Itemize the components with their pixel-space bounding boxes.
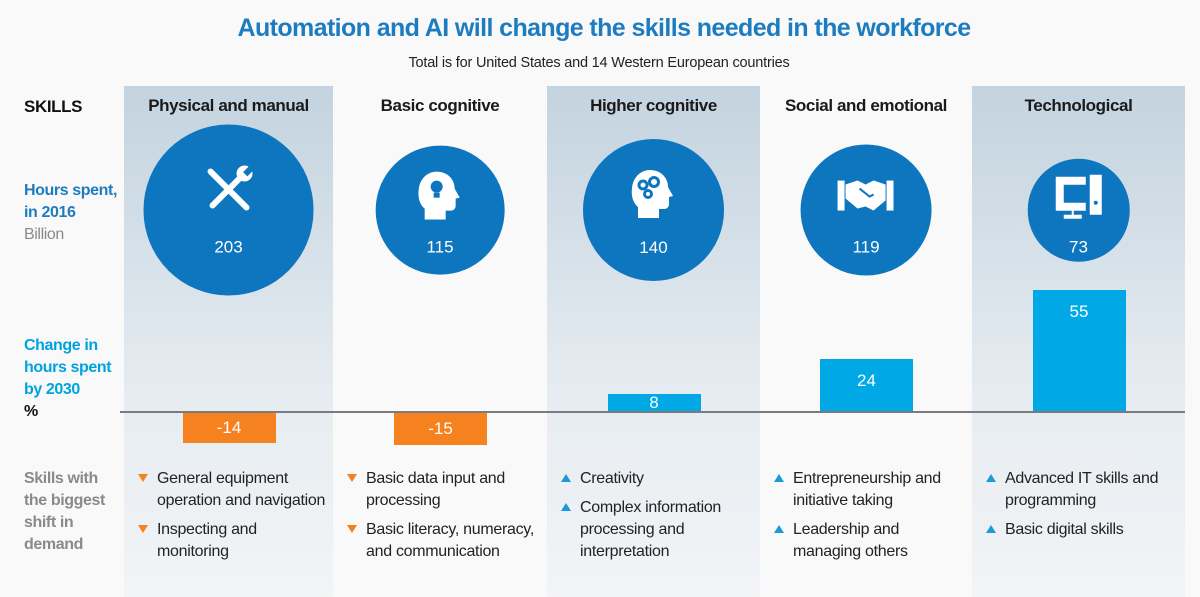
- skill-shift-item: Basic data input and processing: [346, 468, 542, 512]
- skill-shift-item: Complex information processing and inter…: [560, 497, 755, 563]
- change-label-line: by 2030: [24, 381, 80, 398]
- hours-unit: Billion: [24, 226, 64, 243]
- skill-column: Higher cognitive 140 8 Creativity Complex…: [547, 86, 760, 597]
- shift-label-line: demand: [24, 536, 83, 553]
- skill-shift-item: Inspecting and monitoring: [137, 519, 328, 563]
- hours-label-line: in 2016: [24, 204, 76, 221]
- change-bar: 24: [820, 358, 913, 412]
- zero-baseline: [120, 411, 1185, 413]
- skill-shift-item: Creativity: [560, 468, 755, 490]
- triangle-down-icon: [347, 474, 357, 482]
- skill-shift-item: General equipment operation and navigati…: [137, 468, 328, 512]
- triangle-up-icon: [774, 474, 784, 482]
- change-value: 24: [857, 370, 876, 390]
- shift-label-line: shift in: [24, 514, 74, 531]
- skill-shift-item: Advanced IT skills and programming: [985, 468, 1180, 512]
- change-value: 55: [1069, 301, 1089, 321]
- hours-value: 119: [852, 237, 880, 257]
- skill-shift-text: Leadership and managing others: [793, 521, 908, 560]
- skill-shift-text: General equipment operation and navigati…: [157, 470, 326, 509]
- hours-bubble: 119: [800, 144, 932, 276]
- triangle-down-icon: [347, 525, 357, 533]
- change-value: 8: [649, 393, 659, 413]
- change-label-line: Change in: [24, 337, 98, 354]
- triangle-up-icon: [561, 474, 571, 482]
- skill-shift-list: General equipment operation and navigati…: [137, 468, 328, 570]
- change-label: Change in hours spent by 2030 %: [24, 335, 112, 423]
- skill-shift-list: Creativity Complex information processing…: [560, 468, 755, 570]
- change-label-line: hours spent: [24, 359, 112, 376]
- change-unit: %: [24, 403, 38, 420]
- skill-column: Social and emotional 119 24 Entrepreneur…: [760, 86, 972, 597]
- hours-value: 203: [214, 238, 243, 257]
- skill-column: Physical and manual 203 -14 General equi…: [124, 86, 333, 597]
- chart-title: Automation and AI will change the skills…: [237, 14, 971, 42]
- skill-shift-item: Basic digital skills: [985, 519, 1180, 541]
- change-bar: 8: [607, 393, 701, 413]
- skill-shift-text: Complex information processing and inter…: [580, 499, 722, 560]
- hours-value: 115: [426, 237, 454, 257]
- column-header: Basic cognitive: [380, 96, 500, 115]
- shift-label-line: Skills with: [24, 470, 98, 487]
- column-header: Technological: [1024, 96, 1133, 115]
- skills-header: SKILLS: [24, 97, 83, 116]
- skill-shift-text: Inspecting and monitoring: [157, 521, 257, 560]
- shift-label: Skills with the biggest shift in demand: [24, 468, 105, 556]
- triangle-up-icon: [561, 503, 571, 511]
- skill-shift-text: Basic digital skills: [1005, 521, 1124, 538]
- triangle-up-icon: [986, 525, 996, 533]
- triangle-up-icon: [986, 474, 996, 482]
- column-header: Physical and manual: [148, 96, 309, 115]
- skill-shift-text: Basic literacy, numeracy, and communicat…: [366, 521, 534, 560]
- hours-value: 140: [639, 237, 668, 257]
- skill-shift-item: Basic literacy, numeracy, and communicat…: [346, 519, 542, 563]
- hours-bubble: 73: [1027, 158, 1130, 262]
- skill-shift-text: Entrepreneurship and initiative taking: [793, 470, 941, 509]
- skill-shift-item: Leadership and managing others: [773, 519, 967, 563]
- hours-value: 73: [1069, 237, 1088, 257]
- skill-shift-text: Basic data input and processing: [366, 470, 505, 509]
- triangle-down-icon: [138, 474, 148, 482]
- skill-shift-list: Entrepreneurship and initiative taking Le…: [773, 468, 967, 570]
- change-value: -14: [216, 418, 242, 437]
- change-bar: 55: [1032, 289, 1126, 412]
- skill-shift-list: Basic data input and processing Basic lit…: [346, 468, 542, 570]
- triangle-down-icon: [138, 525, 148, 533]
- change-value: -15: [428, 419, 453, 438]
- skill-shift-text: Creativity: [580, 470, 644, 487]
- change-bar: -14: [182, 412, 276, 444]
- skill-column: Basic cognitive 115 -15 Basic data input…: [333, 86, 547, 597]
- skill-shift-list: Advanced IT skills and programming Basic …: [985, 468, 1180, 548]
- triangle-up-icon: [774, 525, 784, 533]
- skill-column: Technological 73 55 Advanced IT skills a…: [972, 86, 1185, 597]
- column-header: Social and emotional: [784, 96, 948, 115]
- hours-label: Hours spent, in 2016 Billion: [24, 180, 117, 246]
- change-bar: -15: [394, 412, 487, 446]
- shift-label-line: the biggest: [24, 492, 105, 509]
- hours-bubble: 203: [143, 124, 314, 296]
- chart-subtitle: Total is for United States and 14 Wester…: [408, 55, 790, 71]
- skill-shift-item: Entrepreneurship and initiative taking: [773, 468, 967, 512]
- skill-shift-text: Advanced IT skills and programming: [1005, 470, 1159, 509]
- hours-bubble: 115: [375, 145, 505, 275]
- column-header: Higher cognitive: [590, 96, 717, 115]
- hours-bubble: 140: [582, 139, 725, 281]
- hours-label-line: Hours spent,: [24, 182, 117, 199]
